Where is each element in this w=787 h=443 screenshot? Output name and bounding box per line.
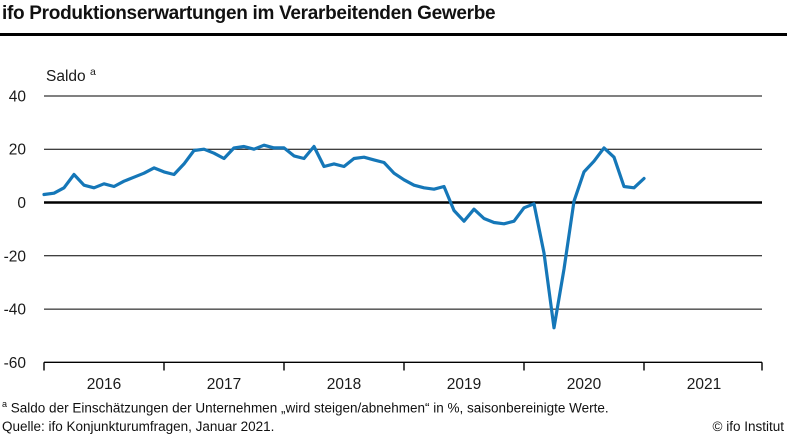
chart-title: ifo Produktionserwartungen im Verarbeite… [2,3,496,24]
copyright-note: © ifo Institut [712,419,784,434]
y-axis-title-text: Saldo [46,68,86,85]
x-axis-label-2020: 2020 [567,376,602,393]
footnote: a Saldo der Einschätzungen der Unternehm… [2,399,609,416]
footnote-text: Saldo der Einschätzungen der Unternehmen… [10,400,609,416]
y-axis-title-superscript: a [90,66,96,78]
x-axis-label-2021: 2021 [687,376,721,393]
series-line [42,143,646,330]
source-note: Quelle: ifo Konjunkturumfragen, Januar 2… [2,419,275,434]
footnote-superscript: a [2,399,8,409]
x-axis-label-2018: 2018 [327,376,361,393]
y-axis-label-40: 40 [9,89,27,106]
y-axis-labels: 40 20 0 -20 -40 -60 [4,89,27,372]
x-axis-label-2017: 2017 [207,376,241,393]
source-row: Quelle: ifo Konjunkturumfragen, Januar 2… [2,419,784,434]
y-gridlines [44,95,762,310]
x-axis-ticks [43,362,763,371]
y-axis-title: Saldo a [46,66,96,85]
y-axis-label-minus-40: -40 [4,302,27,319]
y-axis-label-minus-20: -20 [4,248,27,265]
x-axis-label-2016: 2016 [87,376,121,393]
y-axis-label-20: 20 [9,142,27,159]
title-rule [0,33,787,36]
y-axis-label-0: 0 [17,195,26,212]
x-axis-labels: 2016 2017 2018 2019 2020 2021 [87,376,721,393]
x-axis-label-2019: 2019 [447,376,481,393]
y-axis-label-minus-60: -60 [4,355,27,372]
